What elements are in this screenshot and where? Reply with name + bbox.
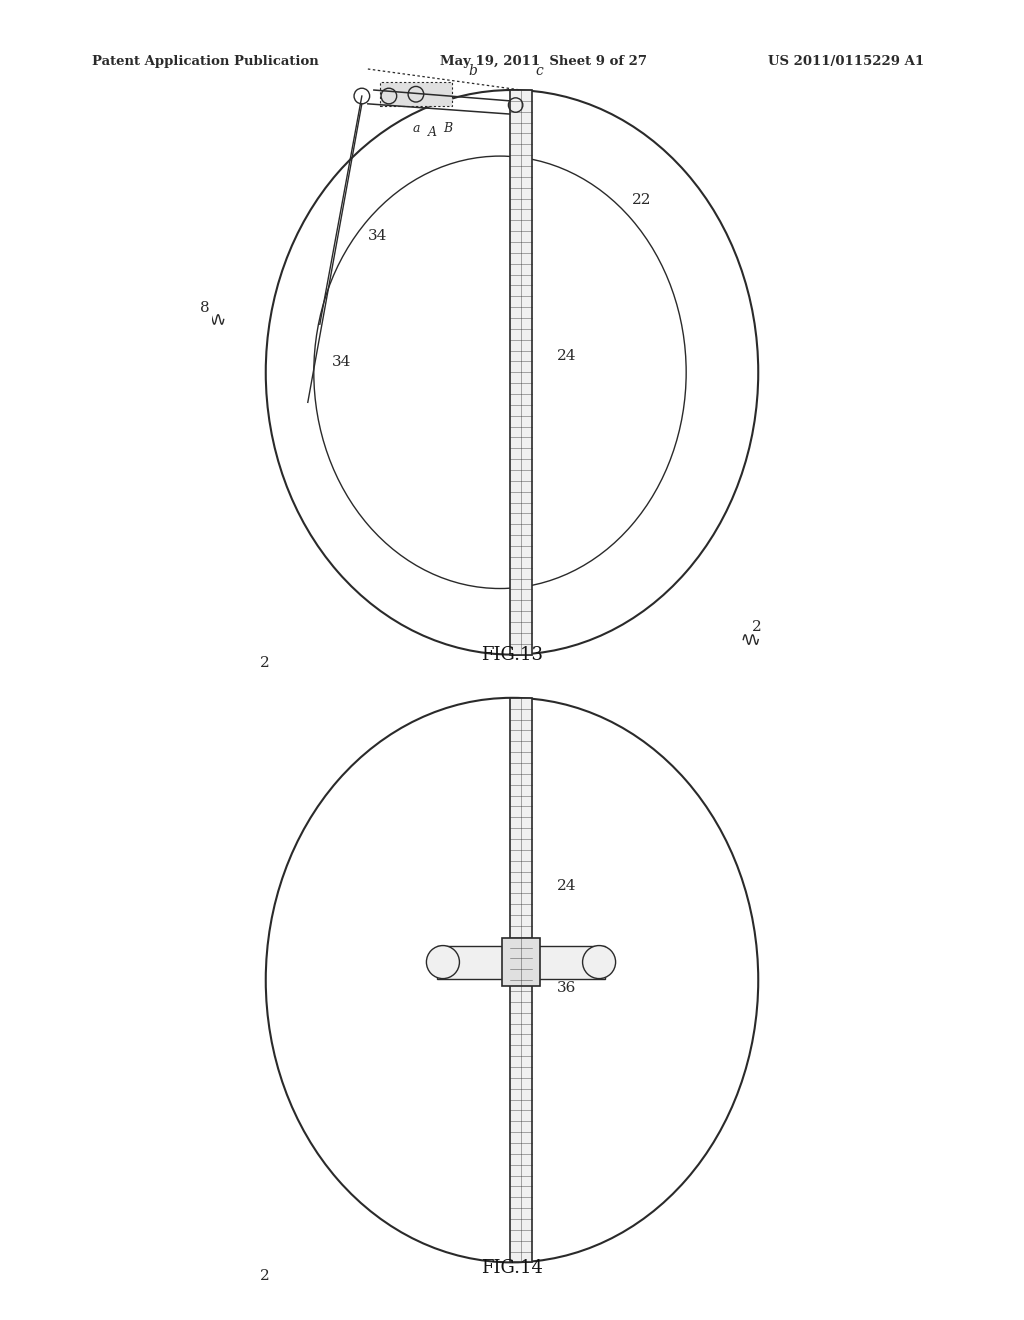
Text: 2: 2 bbox=[260, 1270, 269, 1283]
Text: FIG.14: FIG.14 bbox=[481, 1259, 543, 1278]
Text: 36: 36 bbox=[556, 981, 575, 995]
Text: US 2011/0115229 A1: US 2011/0115229 A1 bbox=[768, 55, 924, 69]
Circle shape bbox=[583, 945, 615, 978]
Text: 2: 2 bbox=[260, 656, 269, 669]
Bar bbox=[502, 939, 540, 986]
Circle shape bbox=[426, 945, 460, 978]
Text: 8: 8 bbox=[200, 301, 209, 315]
Text: 2: 2 bbox=[753, 619, 762, 634]
Text: b: b bbox=[469, 63, 477, 78]
Text: 24: 24 bbox=[556, 879, 575, 894]
Text: 34: 34 bbox=[368, 230, 387, 243]
Bar bbox=[510, 698, 532, 1262]
Text: c: c bbox=[536, 63, 543, 78]
Bar bbox=[380, 82, 452, 106]
Bar bbox=[437, 945, 605, 978]
Text: 22: 22 bbox=[632, 193, 651, 207]
Text: Patent Application Publication: Patent Application Publication bbox=[92, 55, 318, 69]
Bar bbox=[510, 90, 532, 655]
Text: a: a bbox=[413, 121, 421, 135]
Text: FIG.13: FIG.13 bbox=[481, 645, 543, 664]
Text: 34: 34 bbox=[332, 355, 351, 370]
Text: B: B bbox=[443, 121, 452, 135]
Text: A: A bbox=[428, 127, 437, 140]
Text: 24: 24 bbox=[556, 350, 575, 363]
Text: May 19, 2011  Sheet 9 of 27: May 19, 2011 Sheet 9 of 27 bbox=[440, 55, 647, 69]
